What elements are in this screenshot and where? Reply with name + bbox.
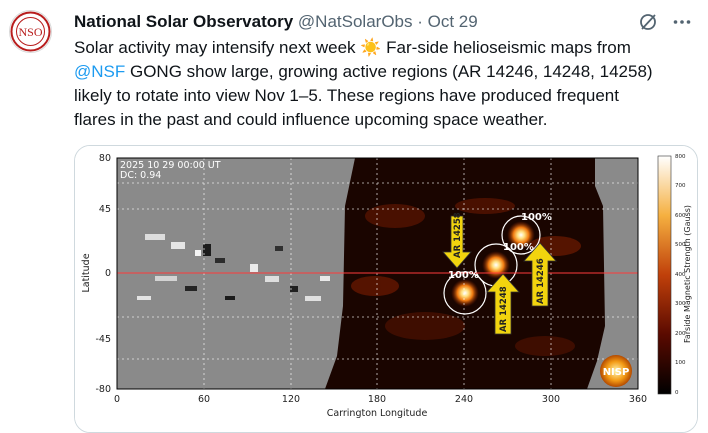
user-handle[interactable]: @NatSolarObs	[297, 12, 413, 31]
xtick-180: 180	[368, 394, 386, 405]
tweet-line-3: likely to rotate into view Nov 1–5. Thes…	[74, 86, 619, 105]
nisp-logo: NISP	[600, 355, 632, 387]
tweet-line-2: @NSF GONG show large, growing active reg…	[74, 60, 694, 84]
header-actions	[638, 10, 692, 34]
separator-dot: ·	[417, 12, 423, 31]
cbar-tick-100: 100	[675, 360, 686, 366]
probability-label-2: 100%	[503, 242, 534, 253]
more-horizontal-icon[interactable]	[672, 12, 692, 32]
tweet-text: Solar activity may intensify next week ☀…	[74, 36, 694, 132]
cbar-tick-500: 500	[675, 242, 686, 248]
nisp-logo-text: NISP	[603, 367, 630, 378]
colorbar: 800 700 600 500 400 300 200 100 0 Farsid…	[657, 154, 692, 396]
cbar-tick-300: 300	[675, 301, 686, 307]
timestamp-label: 2025 10 29 00:00 UT	[120, 160, 221, 171]
cbar-tick-800: 800	[675, 154, 686, 160]
ytick-neg45: -45	[95, 334, 111, 345]
xtick-60: 60	[198, 394, 210, 405]
tweet-line-2-suffix: GONG show large, growing active regions …	[125, 62, 653, 81]
tweet-header: National Solar Observatory @NatSolarObs …	[74, 10, 688, 34]
xtick-240: 240	[455, 394, 473, 405]
avatar[interactable]: NSO	[9, 10, 52, 53]
tweet-line-1-prefix: Solar activity may intensify next week	[74, 38, 361, 57]
arrow-ar14248: AR 14248	[486, 273, 520, 335]
sun-emoji: ☀️	[360, 38, 382, 57]
tweet-line-1: Solar activity may intensify next week ☀…	[74, 36, 694, 60]
colorbar-label: Farside Magnetic Strength (Gauss)	[683, 205, 692, 343]
mention-link[interactable]: @NSF	[74, 62, 126, 81]
xtick-300: 300	[542, 394, 560, 405]
tweet-line-1-suffix: Far-side helioseismic maps from	[381, 38, 631, 57]
region-label-ar14258: AR 14258	[453, 212, 463, 258]
map-plot-area	[116, 157, 639, 390]
cbar-tick-700: 700	[675, 183, 686, 189]
xtick-360: 360	[629, 394, 647, 405]
y-axis-label: Latitude	[81, 253, 92, 292]
cbar-tick-200: 200	[675, 331, 686, 337]
region-label-ar14248: AR 14248	[499, 286, 509, 332]
cbar-tick-0: 0	[675, 390, 679, 396]
cbar-tick-400: 400	[675, 272, 686, 278]
dc-label: DC: 0.94	[120, 170, 161, 181]
xtick-120: 120	[282, 394, 300, 405]
ytick-45: 45	[99, 204, 111, 215]
xtick-0: 0	[114, 394, 120, 405]
media-image[interactable]: 2025 10 29 00:00 UT DC: 0.94 100% 100% 1…	[74, 145, 698, 433]
tweet-line-4: flares in the past and could influence u…	[74, 110, 548, 129]
post-date[interactable]: Oct 29	[427, 12, 478, 31]
cbar-tick-600: 600	[675, 213, 686, 219]
ytick-0: 0	[105, 268, 111, 279]
x-axis-label: Carrington Longitude	[327, 408, 428, 419]
probability-label-1: 100%	[448, 270, 479, 281]
display-name[interactable]: National Solar Observatory	[74, 12, 294, 31]
ytick-80: 80	[99, 153, 111, 164]
farside-map-figure: 2025 10 29 00:00 UT DC: 0.94 100% 100% 1…	[75, 146, 697, 432]
probability-label-3: 100%	[521, 212, 552, 223]
avatar-logo-text: NSO	[18, 25, 42, 39]
arrow-ar14258: AR 14258	[442, 212, 472, 269]
ytick-neg80: -80	[95, 384, 111, 395]
nso-logo-icon: NSO	[10, 11, 51, 52]
arrow-ar14246: AR 14246	[523, 242, 557, 307]
slash-circle-icon[interactable]	[638, 12, 658, 32]
region-label-ar14246: AR 14246	[536, 258, 546, 304]
